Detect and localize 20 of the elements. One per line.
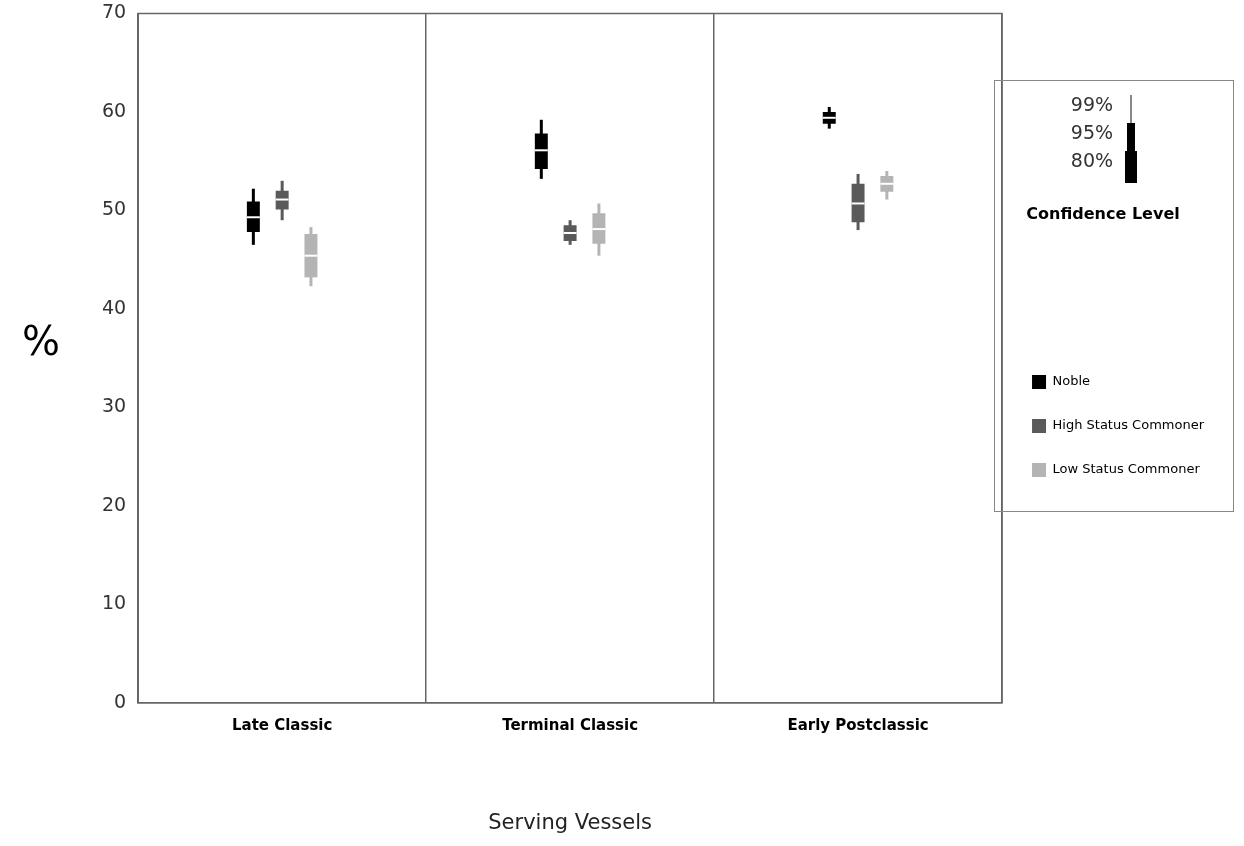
y-tick-label: 30: [101, 394, 127, 417]
legend-label: Low Status Commoner: [1052, 461, 1201, 477]
legend-label: High Status Commoner: [1052, 417, 1205, 433]
y-tick-label: 10: [101, 591, 127, 614]
y-tick-label: 20: [101, 492, 127, 515]
y-tick-label: 0: [114, 689, 127, 712]
text: 95%: [1069, 121, 1114, 143]
x-tick-label: Late Classic: [231, 715, 333, 734]
y-tick-label: 60: [101, 98, 127, 121]
y-axis-title: %: [22, 318, 61, 364]
y-tick-label: 70: [101, 0, 127, 23]
y-tick-label: 50: [101, 197, 127, 220]
legend-label: Noble: [1052, 373, 1091, 389]
y-tick-label: 40: [101, 295, 127, 318]
x-axis-title: Serving Vessels: [488, 809, 652, 834]
x-tick-label: Terminal Classic: [502, 715, 639, 734]
text: Confidence Level: [1025, 203, 1181, 225]
x-tick-label: Early Postclassic: [787, 715, 929, 734]
text: 80%: [1069, 149, 1114, 171]
text: 99%: [1069, 93, 1114, 115]
